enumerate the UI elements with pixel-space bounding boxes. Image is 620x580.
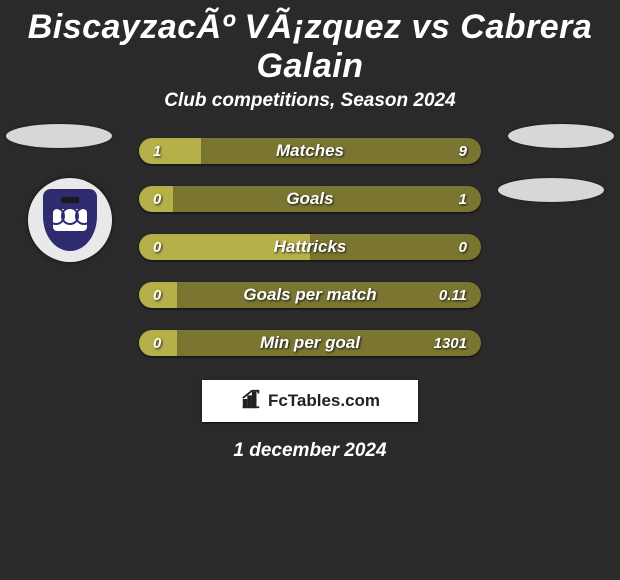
bar-right-value: 0.11: [439, 282, 467, 308]
player-left-slot-1: [6, 124, 112, 148]
player-right-slot-1: [508, 124, 614, 148]
stat-bar-goals-per-match: 0 Goals per match 0.11: [139, 282, 481, 308]
brand-badge[interactable]: FcTables.com: [202, 380, 418, 422]
bar-left-fill: [139, 234, 310, 260]
page-title: BiscayzacÃº VÃ¡zquez vs Cabrera Galain: [0, 0, 620, 90]
stat-bar-goals: 0 Goals 1: [139, 186, 481, 212]
bar-left-value: 0: [153, 330, 161, 356]
stat-bars: 1 Matches 9 0 Goals 1 0 Hattricks 0 0 Go…: [139, 130, 481, 356]
snapshot-date: 1 december 2024: [0, 440, 620, 462]
bar-left-value: 0: [153, 234, 161, 260]
bar-label: Goals: [139, 186, 481, 212]
bar-label: Goals per match: [139, 282, 481, 308]
player-right-slot-2: [498, 178, 604, 202]
bar-right-value: 1: [459, 186, 467, 212]
bar-right-value: 1301: [434, 330, 467, 356]
bar-left-fill: [139, 138, 201, 164]
bar-right-value: 9: [459, 138, 467, 164]
brand-label: FcTables.com: [268, 391, 380, 411]
bar-left-value: 1: [153, 138, 161, 164]
stat-bar-matches: 1 Matches 9: [139, 138, 481, 164]
bar-label: Min per goal: [139, 330, 481, 356]
club-badge: [28, 178, 112, 262]
brand-chart-icon: [240, 388, 262, 415]
stat-bar-hattricks: 0 Hattricks 0: [139, 234, 481, 260]
stat-bar-min-per-goal: 0 Min per goal 1301: [139, 330, 481, 356]
bar-left-value: 0: [153, 282, 161, 308]
bar-right-value: 0: [459, 234, 467, 260]
page-subtitle: Club competitions, Season 2024: [0, 90, 620, 130]
bar-left-value: 0: [153, 186, 161, 212]
